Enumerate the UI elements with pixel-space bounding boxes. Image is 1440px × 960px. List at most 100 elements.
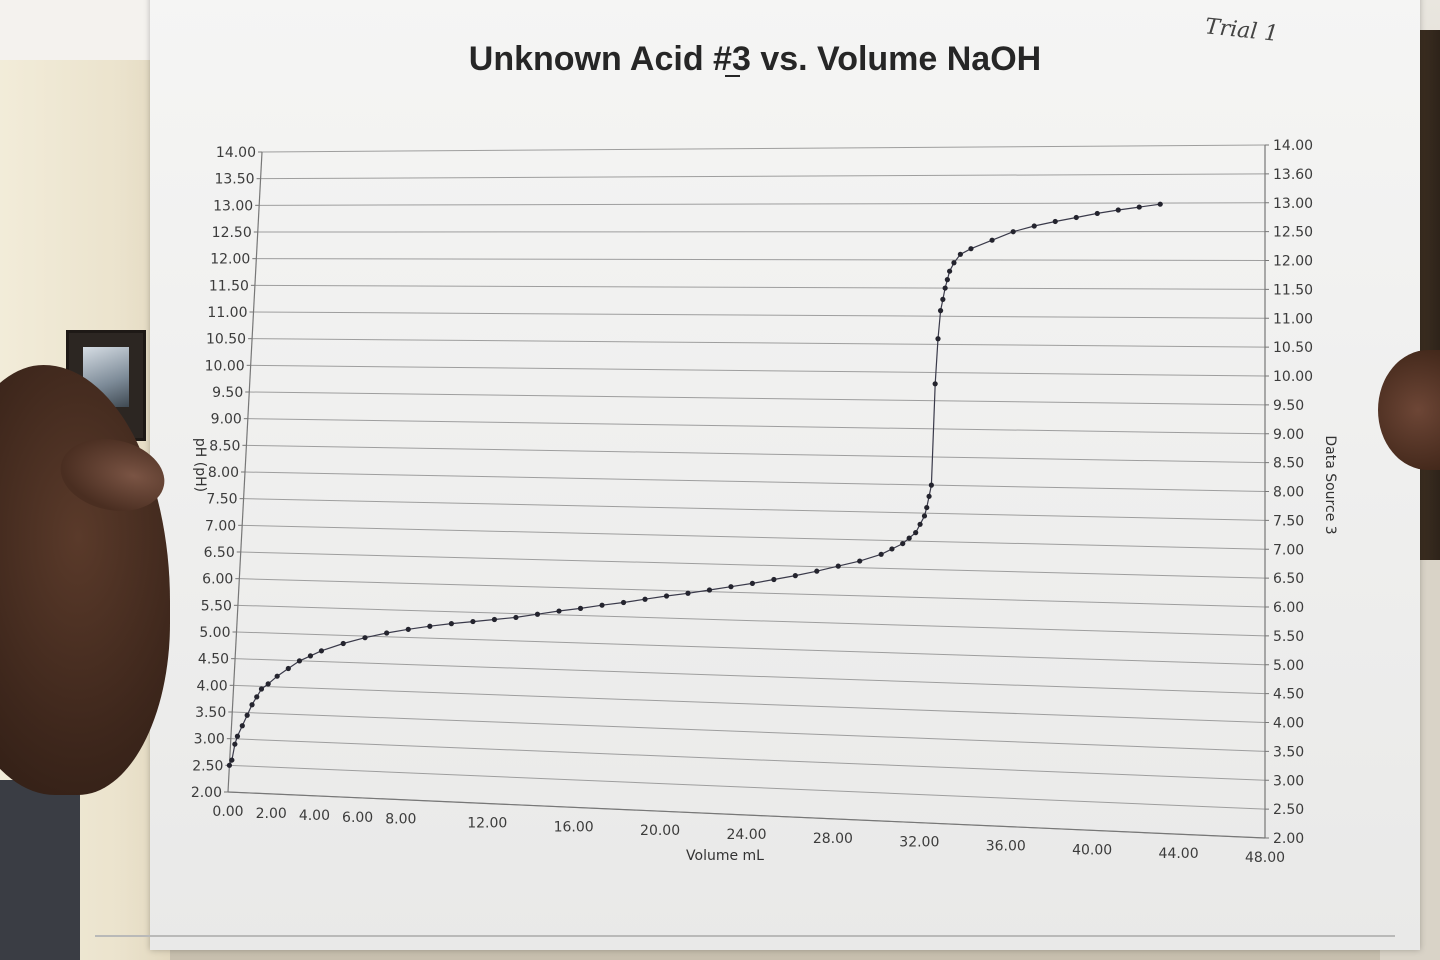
data-point: [620, 599, 627, 606]
x-axis-line: [227, 791, 1266, 839]
data-point: [814, 568, 820, 574]
gridline: [252, 338, 1266, 348]
data-point: [940, 296, 946, 302]
gridline: [232, 711, 1266, 752]
data-point: [749, 580, 756, 586]
data-point: [307, 653, 314, 659]
data-point: [226, 762, 233, 768]
y-tick-label-left: 6.50: [204, 545, 235, 561]
data-point: [913, 530, 919, 536]
data-point: [296, 658, 303, 664]
y-tick-label-left: 5.50: [201, 598, 232, 614]
y-tick-label-left: 10.50: [206, 332, 246, 348]
gridline: [229, 764, 1266, 810]
gridline: [237, 604, 1266, 637]
data-point: [427, 623, 433, 629]
data-point: [957, 251, 963, 257]
y-tick-label-right: 7.50: [1273, 513, 1304, 529]
data-point: [932, 381, 938, 387]
y-tick-label-right: 11.50: [1273, 282, 1313, 298]
data-point: [835, 563, 841, 569]
y-tick-label-left: 7.00: [205, 518, 236, 534]
y-tick-label-left: 3.00: [194, 732, 225, 748]
data-point: [906, 535, 912, 541]
data-point: [513, 614, 519, 621]
y-tick-label-right: 7.00: [1273, 542, 1304, 558]
x-tick-label: 44.00: [1159, 846, 1199, 862]
gridline: [242, 524, 1266, 550]
y-tick-label-right: 10.50: [1273, 340, 1313, 356]
data-point: [1073, 214, 1079, 221]
y-tick-label-right: 11.00: [1273, 311, 1313, 327]
data-point: [340, 640, 346, 647]
data-point: [1157, 201, 1163, 207]
data-point: [900, 540, 906, 547]
data-point: [771, 576, 777, 583]
handwritten-note: Trial 1: [1204, 14, 1280, 47]
y-tick-label-left: 10.00: [205, 358, 245, 374]
y-tick-label-right: 10.00: [1273, 369, 1313, 385]
data-point: [889, 546, 895, 552]
data-point: [728, 584, 734, 590]
gridline: [236, 631, 1266, 666]
y-tick-label-right: 9.50: [1273, 398, 1304, 414]
gridline: [233, 684, 1266, 723]
data-point: [857, 558, 863, 564]
y-tick-label-left: 7.50: [206, 492, 237, 508]
y-tick-label-left: 13.00: [213, 198, 253, 214]
y-tick-label-right: 12.50: [1273, 225, 1313, 241]
data-point: [917, 521, 923, 527]
gridline: [261, 144, 1266, 153]
y-tick-label-right: 4.50: [1273, 687, 1304, 703]
y-tick-label-left: 6.00: [202, 572, 233, 588]
y-axis-right-ticks: 2.00 2.50 3.00 3.50 4.00 4.50 5.00 5.50 6.00 6.50…: [1265, 138, 1313, 847]
data-point: [491, 616, 498, 623]
x-tick-label: 2.00: [256, 806, 287, 822]
gridline: [247, 418, 1266, 435]
y-tick-label-right: 2.50: [1273, 802, 1304, 818]
data-point: [285, 665, 291, 672]
data-point: [274, 673, 280, 679]
y-tick-label-left: 14.00: [216, 145, 256, 161]
y-tick-label-left: 4.00: [196, 678, 227, 694]
data-point: [556, 608, 562, 614]
x-tick-label: 28.00: [813, 831, 853, 847]
x-tick-label: 0.00: [212, 804, 243, 820]
data-point: [1031, 223, 1037, 229]
y-tick-label-left: 9.50: [212, 385, 243, 401]
data-point: [577, 605, 584, 611]
gridline: [246, 444, 1266, 464]
y-tick-label-right: 9.00: [1273, 427, 1304, 443]
y-tick-label-right: 12.00: [1273, 254, 1313, 270]
data-point: [663, 593, 670, 599]
data-point: [229, 757, 235, 763]
data-point: [254, 694, 260, 700]
data-point: [249, 702, 255, 708]
y-tick-label-left: 9.00: [211, 412, 242, 428]
gridline: [243, 498, 1266, 521]
gridline: [235, 658, 1266, 695]
x-tick-label: 48.00: [1245, 850, 1285, 866]
y-tick-label-right: 2.00: [1273, 831, 1304, 847]
data-point: [935, 336, 941, 342]
x-tick-label: 12.00: [467, 816, 507, 832]
gridline: [249, 391, 1266, 406]
data-point: [599, 602, 605, 608]
y-tick-label-left: 11.00: [207, 305, 247, 321]
data-point: [232, 741, 238, 747]
data-point: [1010, 229, 1016, 235]
gridline: [250, 364, 1266, 377]
y-tick-label-right: 3.50: [1273, 744, 1304, 760]
data-point: [318, 648, 325, 654]
data-point: [951, 260, 957, 266]
data-point: [448, 621, 454, 627]
y-tick-label-right: 6.50: [1273, 571, 1304, 587]
y-tick-label-left: 12.00: [210, 252, 250, 268]
data-point: [1052, 218, 1058, 225]
grid: [227, 144, 1266, 839]
y-tick-label-left: 11.50: [209, 278, 249, 294]
y-tick-label-right: 4.00: [1273, 716, 1304, 732]
y-axis-label: pH (pH): [192, 438, 208, 492]
person-sleeve: [0, 780, 80, 960]
